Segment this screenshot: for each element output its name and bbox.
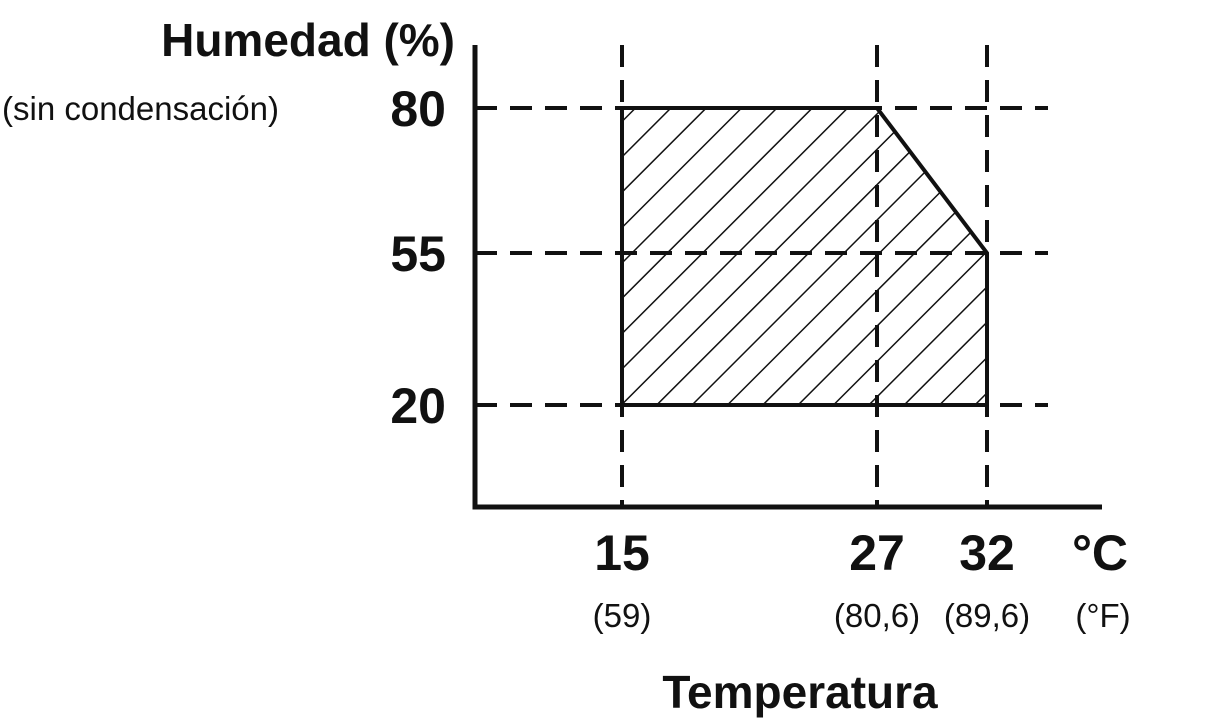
x-tick-alt-label-27: (80,6) (834, 597, 920, 634)
y-axis-subtitle: (sin condensación) (2, 90, 279, 127)
x-axis-title: Temperatura (662, 666, 938, 718)
y-axis-title: Humedad (%) (161, 14, 455, 66)
operating-range-region (620, 106, 989, 407)
x-tick-alt-label-15: (59) (593, 597, 652, 634)
x-tick-label-32: 32 (959, 525, 1015, 581)
tick-labels: 80 55 20 15 (59) 27 (80,6) 32 (89,6) (390, 81, 1030, 634)
x-unit-alt-label: (°F) (1075, 597, 1130, 634)
y-tick-label-55: 55 (390, 226, 446, 282)
x-tick-label-27: 27 (849, 525, 905, 581)
x-tick-label-15: 15 (594, 525, 650, 581)
x-tick-alt-label-32: (89,6) (944, 597, 1030, 634)
x-unit-label: °C (1072, 525, 1128, 581)
y-tick-label-20: 20 (390, 378, 446, 434)
y-tick-label-80: 80 (390, 81, 446, 137)
